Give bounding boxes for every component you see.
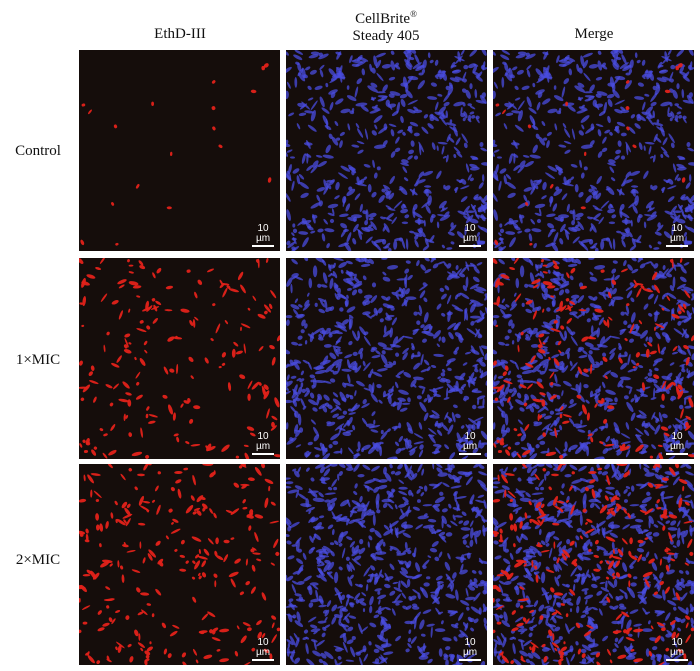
scale-bar: 10 µm (666, 638, 688, 661)
scale-bar: 10 µm (252, 224, 274, 247)
scale-bar-line (252, 453, 274, 455)
scale-bar-line (252, 245, 274, 247)
cell-stain-layer (286, 50, 487, 251)
row-label-control: Control (15, 143, 61, 159)
column-header-cellbrite: CellBrite® Steady 405 (286, 6, 486, 45)
scale-bar-line (459, 245, 481, 247)
scale-bar-label: 10 µm (669, 637, 685, 658)
scale-bar-label: 10 µm (462, 223, 478, 244)
row-label-1x-mic: 1×MIC (15, 352, 61, 368)
scale-bar: 10 µm (459, 224, 481, 247)
scale-bar-line (459, 659, 481, 661)
micrograph-merge-control: 10 µm (493, 50, 694, 251)
scale-bar-line (252, 659, 274, 661)
scale-bar-line (666, 245, 688, 247)
scale-bar-label: 10 µm (462, 431, 478, 452)
scale-bar-label: 10 µm (669, 431, 685, 452)
micrograph-cellbrite-1mic: 10 µm (286, 258, 487, 459)
cell-stain-layer (286, 464, 487, 665)
cell-stain-layer (79, 464, 280, 665)
micrograph-ethd-control: 10 µm (79, 50, 280, 251)
cell-stain-layer (493, 258, 694, 459)
scale-bar-label: 10 µm (462, 637, 478, 658)
scale-bar-label: 10 µm (255, 223, 271, 244)
scale-bar-label: 10 µm (255, 637, 271, 658)
scale-bar-label: 10 µm (669, 223, 685, 244)
column-header-ethd: EthD-III (80, 26, 280, 43)
column-header-merge: Merge (494, 26, 694, 43)
scale-bar-line (459, 453, 481, 455)
micrograph-ethd-2mic: 10 µm (79, 464, 280, 665)
scale-bar: 10 µm (666, 224, 688, 247)
micrograph-cellbrite-control: 10 µm (286, 50, 487, 251)
column-header-merge-label: Merge (574, 26, 614, 42)
micrograph-merge-2mic: 10 µm (493, 464, 694, 665)
column-header-cellbrite-line2: Steady 405 (352, 28, 420, 44)
micrograph-merge-1mic: 10 µm (493, 258, 694, 459)
cell-stain-layer (286, 258, 487, 459)
scale-bar: 10 µm (459, 432, 481, 455)
micrograph-cellbrite-2mic: 10 µm (286, 464, 487, 665)
column-header-cellbrite-line1: CellBrite (355, 11, 411, 27)
scale-bar-line (666, 659, 688, 661)
cell-stain-layer (493, 50, 694, 251)
scale-bar-label: 10 µm (255, 431, 271, 452)
scale-bar: 10 µm (252, 638, 274, 661)
micrograph-ethd-1mic: 10 µm (79, 258, 280, 459)
cell-stain-layer (493, 464, 694, 665)
cell-stain-layer (80, 63, 272, 246)
scale-bar: 10 µm (252, 432, 274, 455)
column-header-ethd-label: EthD-III (154, 26, 206, 42)
scale-bar-line (666, 453, 688, 455)
registered-mark: ® (410, 9, 417, 19)
row-label-2x-mic: 2×MIC (15, 552, 61, 568)
scale-bar: 10 µm (666, 432, 688, 455)
scale-bar: 10 µm (459, 638, 481, 661)
cell-stain-layer (79, 258, 280, 459)
